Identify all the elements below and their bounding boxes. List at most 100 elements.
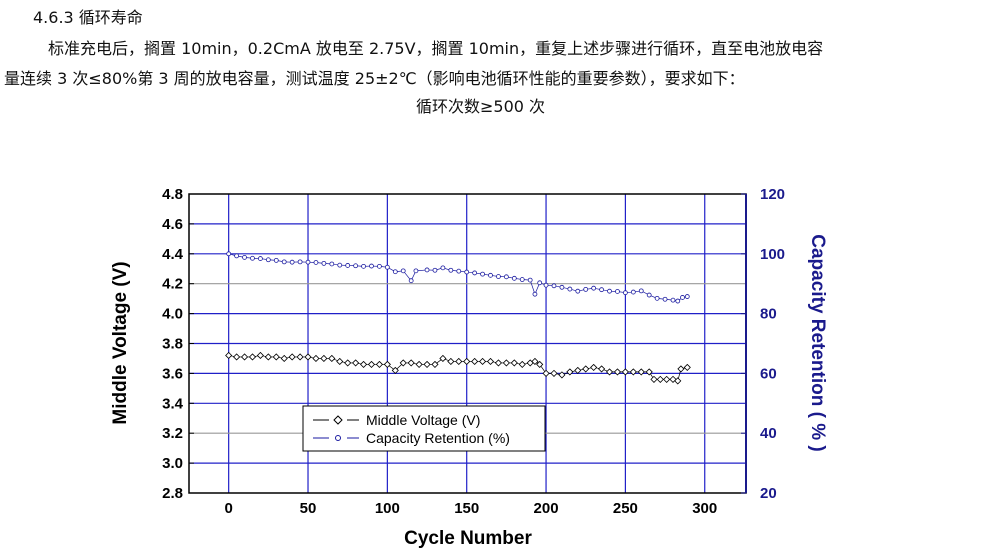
capacity-point	[456, 268, 462, 274]
voltage-point	[336, 357, 344, 366]
capacity-point	[646, 292, 652, 298]
capacity-point	[488, 272, 493, 278]
capacity-point	[464, 269, 470, 275]
y2-axis-label: Capacity Retention ( % )	[807, 234, 828, 451]
voltage-point	[383, 360, 391, 368]
voltage-point	[344, 359, 352, 367]
voltage-point	[629, 368, 637, 376]
capacity-point	[615, 289, 620, 294]
y2-tick-label: 80	[760, 306, 777, 323]
voltage-point	[280, 354, 288, 363]
capacity-point	[281, 259, 287, 265]
voltage-point	[423, 360, 431, 368]
y-tick-label: 3.0	[162, 455, 183, 472]
x-tick-label: 200	[534, 500, 559, 517]
voltage-point	[352, 359, 360, 367]
voltage-point	[225, 351, 233, 360]
voltage-point	[677, 365, 685, 373]
y-tick-label: 4.6	[162, 216, 183, 233]
voltage-point	[264, 353, 272, 361]
capacity-point	[432, 267, 438, 273]
capacity-point	[559, 284, 565, 290]
voltage-point	[367, 360, 376, 368]
y2-tick-label: 20	[760, 485, 777, 502]
section-heading: 4.6.3 循环寿命	[33, 8, 143, 27]
voltage-point	[256, 351, 264, 360]
diamond-marker-icon	[333, 415, 343, 425]
voltage-point	[439, 354, 447, 363]
y-tick-label: 4.0	[162, 306, 183, 323]
voltage-point	[288, 353, 296, 361]
y-tick-label: 4.4	[162, 246, 184, 263]
capacity-point	[607, 288, 612, 294]
x-tick-label: 250	[613, 500, 638, 517]
voltage-point	[447, 357, 455, 366]
capacity-point	[337, 262, 343, 268]
voltage-point	[479, 357, 487, 366]
voltage-point	[375, 360, 383, 368]
voltage-point	[510, 359, 518, 367]
voltage-point	[248, 353, 257, 361]
capacity-point	[662, 296, 668, 302]
x-tick-label: 300	[692, 500, 717, 517]
voltage-point	[494, 359, 503, 367]
capacity-point	[496, 274, 501, 279]
capacity-point	[321, 260, 327, 266]
capacity-point	[408, 278, 414, 284]
y-tick-label: 4.8	[162, 186, 183, 203]
capacity-point	[329, 261, 335, 267]
voltage-point	[621, 368, 629, 376]
voltage-point	[605, 368, 614, 376]
voltage-point	[574, 366, 582, 374]
capacity-point	[413, 268, 419, 274]
capacity-point	[680, 295, 685, 300]
voltage-point	[296, 353, 304, 361]
voltage-point	[471, 357, 479, 366]
capacity-point	[361, 263, 366, 269]
capacity-point	[289, 259, 295, 265]
voltage-point	[550, 369, 558, 377]
data-marks	[225, 251, 691, 385]
voltage-point	[359, 360, 368, 368]
voltage-point	[645, 368, 653, 376]
voltage-point	[272, 353, 280, 361]
capacity-point	[480, 271, 485, 277]
capacity-point	[226, 251, 232, 257]
capacity-point	[369, 263, 374, 269]
voltage-point	[312, 354, 320, 363]
voltage-point	[637, 368, 645, 376]
y-axis-label: Middle Voltage (V)	[110, 261, 131, 424]
capacity-point	[543, 282, 549, 288]
capacity-point	[537, 280, 543, 286]
capacity-point	[273, 257, 279, 263]
voltage-point	[399, 359, 407, 367]
capacity-point	[313, 260, 319, 265]
capacity-point	[448, 267, 454, 273]
voltage-point	[663, 375, 671, 383]
voltage-point	[536, 360, 544, 368]
capacity-point	[527, 277, 533, 283]
capacity-point	[551, 283, 557, 289]
capacity-point	[638, 288, 644, 294]
grid	[189, 194, 746, 493]
capacity-point	[440, 265, 446, 271]
voltage-point	[415, 360, 423, 368]
capacity-point	[670, 297, 676, 303]
capacity-point	[424, 267, 430, 273]
ticks: 0 50 100 150 200 250 300 2.8 3.0 3.2 3.4 3.6 3.8 4.0 4…	[162, 186, 785, 517]
voltage-point	[431, 360, 439, 368]
legend-capacity: Capacity Retention (%)	[366, 430, 510, 446]
y2-tick-label: 120	[760, 186, 785, 203]
voltage-point	[233, 353, 241, 361]
capacity-point	[384, 264, 390, 270]
capacity-point	[345, 263, 351, 268]
capacity-point	[591, 285, 597, 291]
capacity-point	[377, 263, 382, 269]
voltage-point	[531, 357, 539, 366]
voltage-point	[328, 354, 336, 363]
y2-tick-label: 60	[760, 365, 777, 382]
voltage-point	[590, 363, 598, 371]
circle-marker-icon	[335, 435, 341, 441]
legend: Middle Voltage (V) Capacity Retention (%…	[302, 405, 546, 452]
